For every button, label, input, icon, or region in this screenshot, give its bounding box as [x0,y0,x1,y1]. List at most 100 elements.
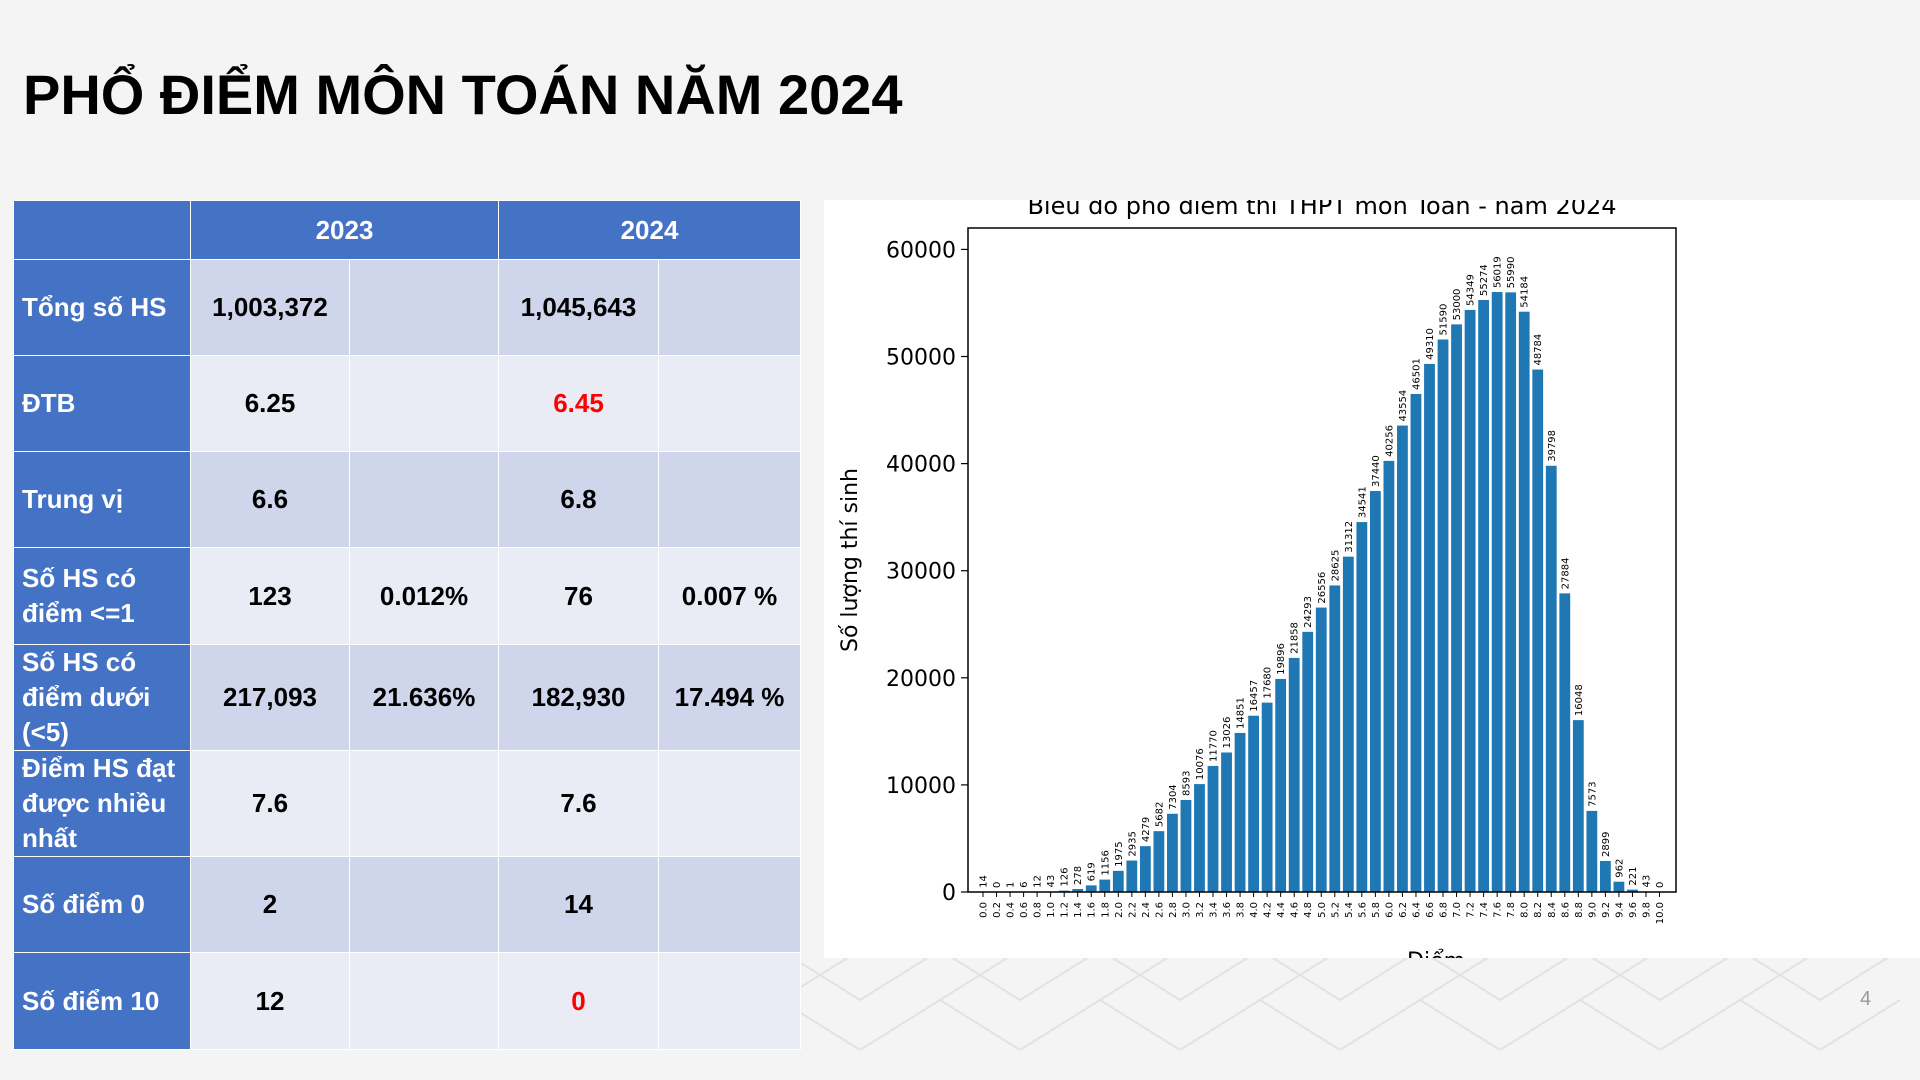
x-tick-label: 5.6 [1357,902,1368,918]
chart-panel: Biểu đồ phổ điểm thi THPT môn Toán - năm… [824,200,1920,958]
plot-frame [967,227,1677,893]
data-label: 12 [1033,875,1044,888]
bar [1491,292,1503,892]
data-label: 962 [1614,859,1625,878]
bar [1126,860,1138,892]
bar [1221,752,1232,892]
data-label: 11770 [1209,730,1220,762]
value-2024: 6.8 [498,451,659,548]
bar [1559,593,1571,892]
data-label: 39798 [1547,430,1558,462]
data-label: 43554 [1398,390,1409,422]
percent-2024: 17.494 % [658,644,801,751]
x-tick-label: 7.6 [1493,902,1504,918]
data-label: 26556 [1317,572,1328,604]
y-tick-label: 40000 [886,453,956,478]
table-row: Số điểm 0 2 14 [13,856,801,953]
percent-2023: 21.636% [349,644,499,751]
bar [1424,363,1435,892]
row-label: Tổng số HS [13,259,191,356]
bar [1627,889,1638,892]
x-tick-label: 10.0 [1655,902,1666,924]
x-tick-label: 2.8 [1168,902,1179,918]
x-tick-label: 4.6 [1290,902,1301,918]
row-label: Số HS có điểm dưới (<5) [13,644,191,751]
percent-2023 [349,355,499,452]
table-row: Điểm HS đạt được nhiều nhất 7.6 7.6 [13,750,801,857]
data-label: 54349 [1466,274,1477,306]
percent-2024 [658,355,801,452]
percent-2023 [349,451,499,548]
data-label: 16457 [1249,680,1260,712]
table-row: Tổng số HS 1,003,372 1,045,643 [13,259,801,356]
bar [1410,393,1422,892]
value-2023: 2 [190,856,350,953]
data-label: 31312 [1344,521,1355,553]
y-axis-label: Số lượng thí sinh [838,468,863,652]
bar [1505,292,1517,892]
value-2024: 76 [498,547,659,645]
data-label: 619 [1087,862,1098,881]
bar [1234,732,1246,892]
x-tick-label: 0.2 [992,902,1003,918]
x-tick-label: 5.2 [1330,902,1341,918]
table-row: ĐTB 6.25 6.45 [13,355,801,452]
slide-title: PHỔ ĐIỂM MÔN TOÁN NĂM 2024 [23,63,903,126]
value-2023: 217,093 [190,644,350,751]
x-tick-label: 7.4 [1479,902,1490,918]
data-label: 10076 [1195,748,1206,780]
data-label: 43 [1046,875,1057,888]
x-tick-label: 3.8 [1236,902,1247,918]
bar [1248,715,1259,892]
comparison-table: 2023 2024 Tổng số HS 1,003,372 1,045,643… [13,200,801,1050]
x-tick-label: 2.6 [1154,902,1165,918]
x-axis-label: Điểm [1407,949,1465,958]
bar [1329,585,1341,892]
bar [1288,657,1300,892]
data-label: 24293 [1303,596,1314,628]
bar [1072,889,1084,892]
bar [1085,885,1097,892]
bar [1180,799,1192,892]
bar [1315,607,1327,892]
data-label: 48784 [1533,334,1544,366]
x-tick-label: 1.0 [1046,902,1057,918]
value-2024: 0 [498,952,659,1050]
header-empty [13,200,191,260]
data-label: 16048 [1574,684,1585,716]
x-tick-label: 8.0 [1520,902,1531,918]
x-tick-label: 6.8 [1439,902,1450,918]
score-distribution-chart: Biểu đồ phổ điểm thi THPT môn Toán - năm… [838,200,1677,958]
data-label: 17680 [1263,667,1274,699]
data-label: 0 [992,882,1003,888]
x-tick-label: 8.2 [1533,902,1544,918]
percent-2023 [349,259,499,356]
bar [1207,765,1219,892]
bar [1532,369,1544,893]
x-tick-label: 2.2 [1127,902,1138,918]
data-label: 55274 [1479,264,1490,296]
percent-2024 [658,856,801,953]
data-label: 28625 [1330,550,1341,582]
value-2023: 12 [190,952,350,1050]
bar [1194,784,1205,892]
x-tick-label: 4.2 [1263,902,1274,918]
x-tick-label: 9.8 [1641,902,1652,918]
data-label: 7573 [1587,781,1598,806]
data-label: 53000 [1452,289,1463,321]
data-label: 55990 [1506,257,1517,289]
row-label: ĐTB [13,355,191,452]
bar [1518,311,1530,892]
bar [1478,300,1490,892]
data-label: 14 [979,875,990,888]
x-tick-label: 9.4 [1614,902,1625,918]
x-tick-label: 6.0 [1384,902,1395,918]
x-tick-label: 8.4 [1547,902,1558,918]
chart-title: Biểu đồ phổ điểm thi THPT môn Toán - năm… [1027,200,1616,220]
bar [1153,831,1165,892]
data-label: 49310 [1425,328,1436,360]
percent-2023: 0.012% [349,547,499,645]
bar [1383,460,1395,892]
x-tick-label: 6.2 [1398,902,1409,918]
x-tick-label: 4.4 [1276,902,1287,918]
